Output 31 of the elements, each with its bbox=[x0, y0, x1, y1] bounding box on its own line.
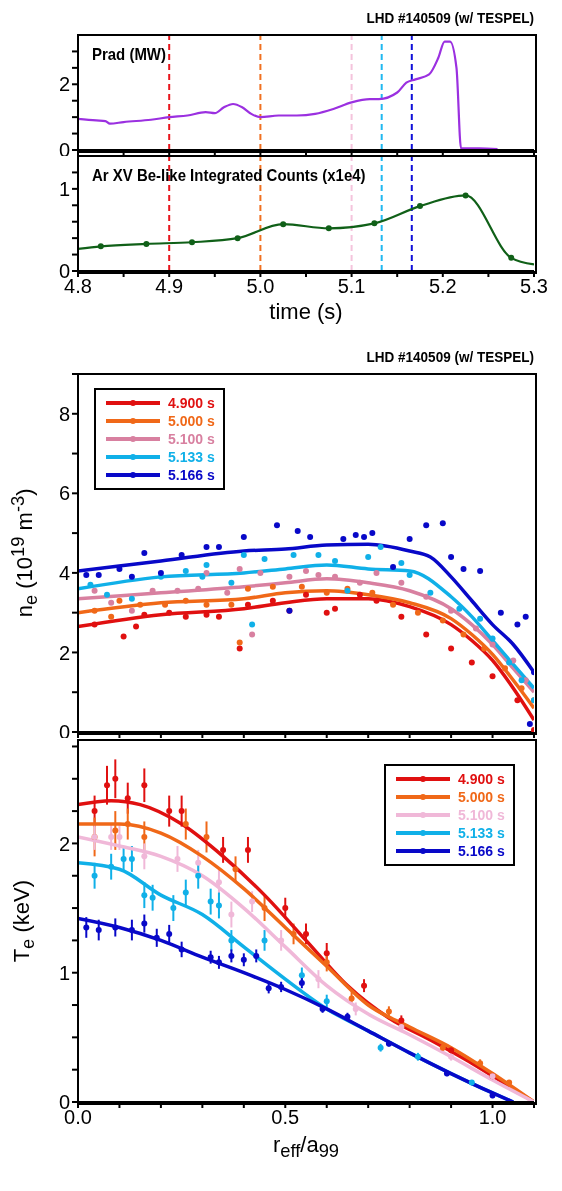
x-tick-label: 5.3 bbox=[520, 275, 548, 298]
x-tick-label: 1.0 bbox=[478, 1106, 507, 1129]
legend-label: 5.166 s bbox=[168, 467, 215, 483]
y-tick-label: 6 bbox=[58, 482, 70, 505]
legend-label: 5.100 s bbox=[458, 807, 505, 823]
chart-title: LHD #140509 (w/ TESPEL) bbox=[366, 348, 534, 365]
x-tick-label: 0.5 bbox=[271, 1106, 300, 1129]
legend-label: 5.000 s bbox=[458, 789, 505, 805]
x-axis-title: r$_{eff}$/a$_{99}$ bbox=[271, 1132, 341, 1163]
x-axis-title: time (s) bbox=[268, 299, 344, 325]
legend-label: 5.133 s bbox=[458, 825, 505, 841]
y-tick-label: 1 bbox=[58, 177, 70, 200]
annotation: Ar XV Be-like Integrated Counts (x1e4) bbox=[92, 166, 366, 186]
legend-label: 5.000 s bbox=[168, 413, 215, 429]
legend-label: 4.900 s bbox=[168, 395, 215, 411]
y-tick-label: 4 bbox=[58, 561, 70, 584]
legend-label: 5.133 s bbox=[168, 449, 215, 465]
chart-title: LHD #140509 (w/ TESPEL) bbox=[366, 9, 534, 26]
legend-label: 5.166 s bbox=[458, 843, 505, 859]
x-tick-label: 4.9 bbox=[155, 275, 184, 298]
legend-label: 5.100 s bbox=[168, 431, 215, 447]
x-tick-label: 5.1 bbox=[337, 275, 366, 298]
y-tick-label: 1 bbox=[58, 961, 70, 984]
legend-label: 4.900 s bbox=[458, 771, 505, 787]
x-tick-label: 5.2 bbox=[428, 275, 457, 298]
x-tick-label: 5.0 bbox=[246, 275, 275, 298]
y-tick-label: 2 bbox=[58, 73, 70, 96]
y-tick-label: 2 bbox=[58, 641, 70, 664]
y-tick-label: 8 bbox=[58, 402, 70, 425]
annotation: Prad (MW) bbox=[92, 45, 166, 65]
y-tick-label: 2 bbox=[58, 832, 70, 855]
